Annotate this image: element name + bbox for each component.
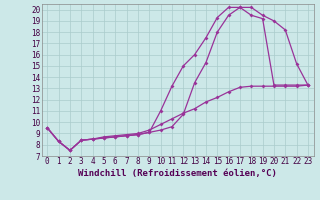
X-axis label: Windchill (Refroidissement éolien,°C): Windchill (Refroidissement éolien,°C) <box>78 169 277 178</box>
